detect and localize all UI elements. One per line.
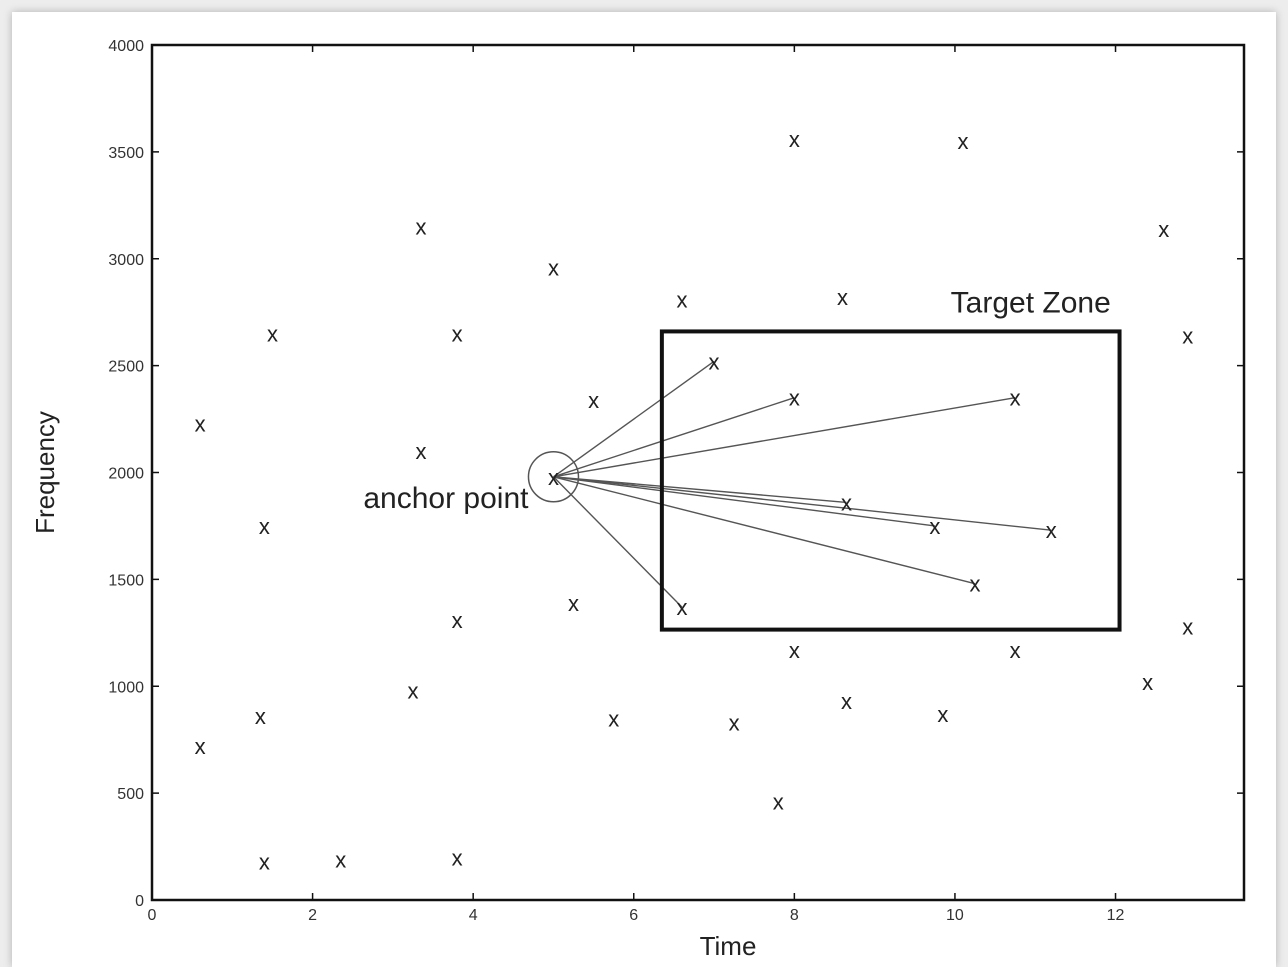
data-point: x (588, 388, 599, 413)
target-zone-label: Target Zone (951, 286, 1111, 319)
data-point: x (259, 514, 270, 539)
pair-line (553, 476, 976, 585)
point-layer: x x x x x x x x x x x x x x x x x x x x x x x x x x x x x x x x x x x x x x x x (195, 127, 1194, 874)
y-axis-title: Frequency (30, 411, 60, 534)
x-tick-label: 12 (1107, 907, 1125, 924)
data-point: x (255, 704, 266, 729)
data-point: x (837, 285, 848, 310)
pair-lines (552, 360, 1052, 608)
tick-layer: 0 2 4 6 8 10 12 0 500 1000 1500 2000 2500 3000 3500 400… (108, 38, 1244, 924)
data-point: x (259, 850, 270, 875)
x-tick-label: 4 (469, 907, 478, 924)
data-point: x (195, 734, 206, 759)
scatter-chart: 0 2 4 6 8 10 12 0 500 1000 1500 2000 2500 3000 3500 400… (30, 38, 1246, 961)
x-tick-label: 8 (790, 907, 799, 924)
data-point: x (970, 572, 981, 597)
data-point: x (452, 608, 463, 633)
pair-line (553, 476, 935, 527)
anchor-point-label: anchor point (363, 482, 529, 515)
x-tick-label: 10 (946, 907, 964, 924)
x-axis-title: Time (700, 931, 757, 961)
data-point: x (789, 386, 800, 411)
pair-line (553, 396, 1016, 478)
pair-line (553, 476, 847, 504)
data-point: x (1182, 324, 1193, 349)
y-tick-label: 3000 (108, 252, 144, 269)
x-tick-label: 0 (148, 907, 157, 924)
data-point: x (841, 689, 852, 714)
data-point: x (415, 215, 426, 240)
data-point: x (267, 322, 278, 347)
data-point: x (548, 465, 559, 490)
data-point: x (929, 514, 940, 539)
data-point: x (568, 591, 579, 616)
data-point: x (548, 255, 559, 280)
data-point: x (1142, 670, 1153, 695)
y-tick-label: 0 (135, 893, 144, 910)
plot-frame (150, 43, 1246, 902)
data-point: x (676, 595, 687, 620)
data-point: x (957, 129, 968, 154)
data-point: x (452, 845, 463, 870)
data-point: x (1158, 217, 1169, 242)
y-tick-label: 2000 (108, 466, 144, 483)
anchor-circle (527, 451, 580, 503)
data-point: x (676, 287, 687, 312)
y-tick-label: 1000 (108, 679, 144, 696)
chart-figure: 0 2 4 6 8 10 12 0 500 1000 1500 2000 2500 3000 3500 400… (12, 12, 1276, 967)
data-point: x (729, 711, 740, 736)
data-point: x (608, 706, 619, 731)
data-point: x (407, 679, 418, 704)
pair-line (553, 360, 715, 478)
x-tick-label: 2 (308, 907, 317, 924)
data-point: x (415, 439, 426, 464)
y-tick-label: 3500 (108, 145, 144, 162)
data-point: x (195, 411, 206, 436)
data-point: x (773, 790, 784, 815)
data-point: x (789, 127, 800, 152)
data-point: x (1182, 614, 1193, 639)
pair-line (553, 397, 795, 478)
data-point: x (841, 490, 852, 515)
data-point: x (1010, 386, 1021, 411)
y-tick-label: 4000 (108, 38, 144, 55)
y-tick-label: 1500 (108, 572, 144, 589)
data-point: x (789, 638, 800, 663)
y-tick-label: 2500 (108, 359, 144, 376)
data-point: x (937, 702, 948, 727)
data-point: x (335, 847, 346, 872)
pair-line (553, 476, 1052, 531)
y-tick-label: 500 (117, 786, 144, 803)
data-point: x (709, 349, 720, 374)
data-point: x (452, 322, 463, 347)
x-tick-label: 6 (629, 907, 638, 924)
data-point: x (1046, 518, 1057, 543)
data-point: x (1010, 638, 1021, 663)
target-zone-box (659, 329, 1122, 632)
